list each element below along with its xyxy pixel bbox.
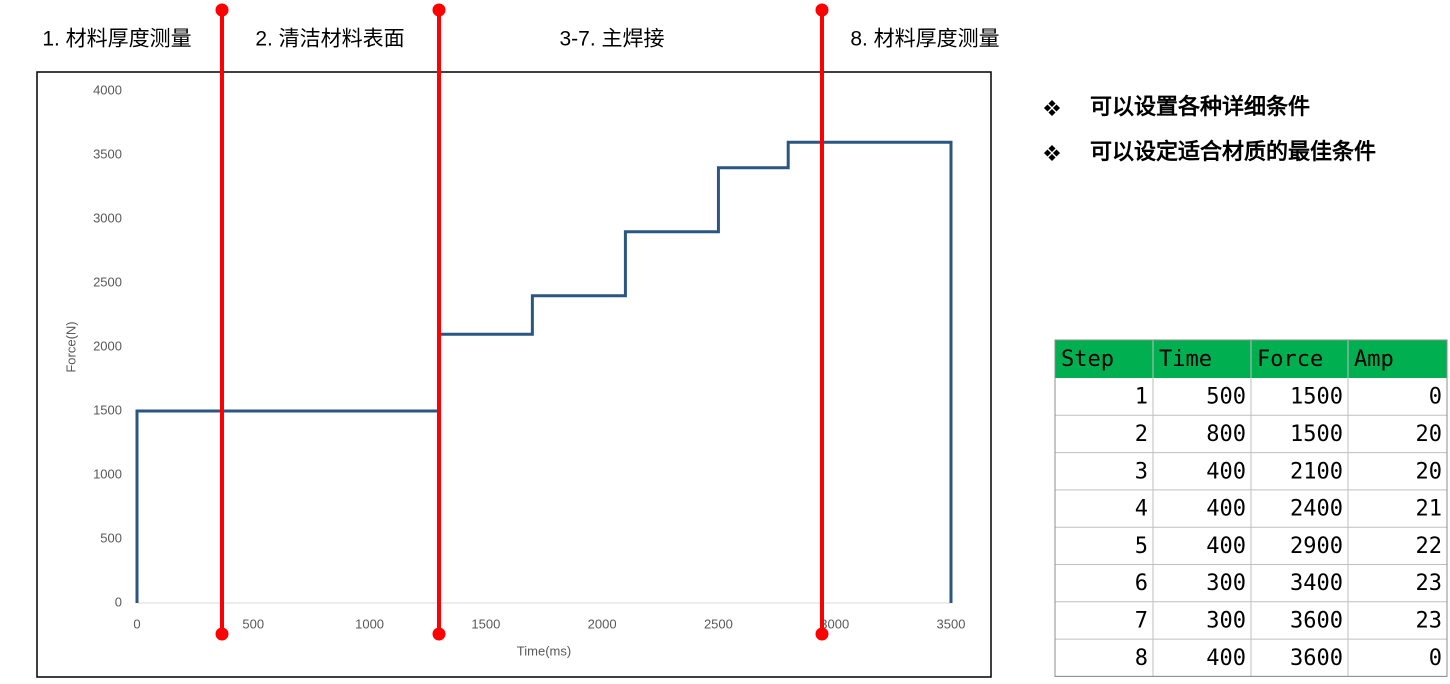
y-tick-label: 0 xyxy=(115,594,122,609)
y-tick-label: 3500 xyxy=(93,146,122,161)
table-header-cell: Amp xyxy=(1354,347,1394,372)
table-cell: 300 xyxy=(1206,608,1246,633)
phase-label: 2. 清洁材料表面 xyxy=(255,28,404,51)
bullet-text: 可以设定适合材质的最佳条件 xyxy=(1090,139,1376,164)
x-tick-label: 3500 xyxy=(937,616,966,631)
table-cell: 3600 xyxy=(1290,608,1343,633)
y-tick-label: 500 xyxy=(100,530,122,545)
phase-label: 3-7. 主焊接 xyxy=(559,28,664,51)
table-cell: 23 xyxy=(1416,608,1443,633)
x-tick-label: 2500 xyxy=(704,616,733,631)
x-tick-label: 1500 xyxy=(471,616,500,631)
table-cell: 4 xyxy=(1135,497,1148,522)
table-cell: 2900 xyxy=(1290,534,1343,559)
y-tick-label: 1500 xyxy=(93,402,122,417)
y-tick-label: 1000 xyxy=(93,466,122,481)
table-cell: 23 xyxy=(1416,571,1443,596)
phase-marker-end xyxy=(432,627,446,641)
table-cell: 20 xyxy=(1416,459,1443,484)
table-cell: 0 xyxy=(1429,646,1442,671)
phase-marker-end xyxy=(815,3,829,17)
x-tick-label: 3000 xyxy=(820,616,849,631)
table-cell: 2100 xyxy=(1290,459,1343,484)
table-cell: 500 xyxy=(1206,385,1246,410)
table-cell: 1500 xyxy=(1290,422,1343,447)
x-tick-label: 1000 xyxy=(355,616,384,631)
y-tick-label: 2500 xyxy=(93,274,122,289)
table-cell: 8 xyxy=(1135,646,1148,671)
table-cell: 3600 xyxy=(1290,646,1343,671)
y-tick-label: 2000 xyxy=(93,338,122,353)
table-cell: 7 xyxy=(1135,608,1148,633)
y-axis-title: Force(N) xyxy=(63,321,78,372)
table-cell: 1 xyxy=(1135,385,1148,410)
table-cell: 1500 xyxy=(1290,385,1343,410)
table-cell: 3 xyxy=(1135,459,1148,484)
table-cell: 400 xyxy=(1206,497,1246,522)
bullet-icon xyxy=(1043,99,1061,162)
table-cell: 2 xyxy=(1135,422,1148,447)
table-cell: 5 xyxy=(1135,534,1148,559)
bullet-text: 可以设置各种详细条件 xyxy=(1090,94,1310,119)
table-cell: 400 xyxy=(1206,459,1246,484)
x-tick-label: 0 xyxy=(133,616,140,631)
table-cell: 21 xyxy=(1416,497,1443,522)
phase-label: 8. 材料厚度测量 xyxy=(850,28,999,51)
table-header-cell: Step xyxy=(1061,347,1114,372)
table-cell: 800 xyxy=(1206,422,1246,447)
table-header-cell: Force xyxy=(1257,347,1323,372)
chart-frame xyxy=(36,71,992,678)
table-cell: 400 xyxy=(1206,534,1246,559)
x-tick-label: 2000 xyxy=(588,616,617,631)
table-header-cell: Time xyxy=(1159,347,1212,372)
phase-marker-end xyxy=(215,627,229,641)
table-cell: 300 xyxy=(1206,571,1246,596)
y-tick-label: 3000 xyxy=(93,210,122,225)
x-axis-title: Time(ms) xyxy=(517,643,571,658)
x-tick-label: 500 xyxy=(242,616,264,631)
y-tick-label: 4000 xyxy=(93,82,122,97)
phase-marker-end xyxy=(815,627,829,641)
force-line xyxy=(135,140,953,603)
table-border xyxy=(1054,339,1448,677)
table-cell: 0 xyxy=(1429,385,1442,410)
table-cell: 6 xyxy=(1135,571,1148,596)
table-cell: 3400 xyxy=(1290,571,1343,596)
phase-marker-end xyxy=(432,3,446,17)
table-cell: 22 xyxy=(1416,534,1443,559)
phase-marker-end xyxy=(215,3,229,17)
table-cell: 400 xyxy=(1206,646,1246,671)
phase-label: 1. 材料厚度测量 xyxy=(42,28,191,51)
table-cell: 2400 xyxy=(1290,497,1343,522)
table-cell: 20 xyxy=(1416,422,1443,447)
